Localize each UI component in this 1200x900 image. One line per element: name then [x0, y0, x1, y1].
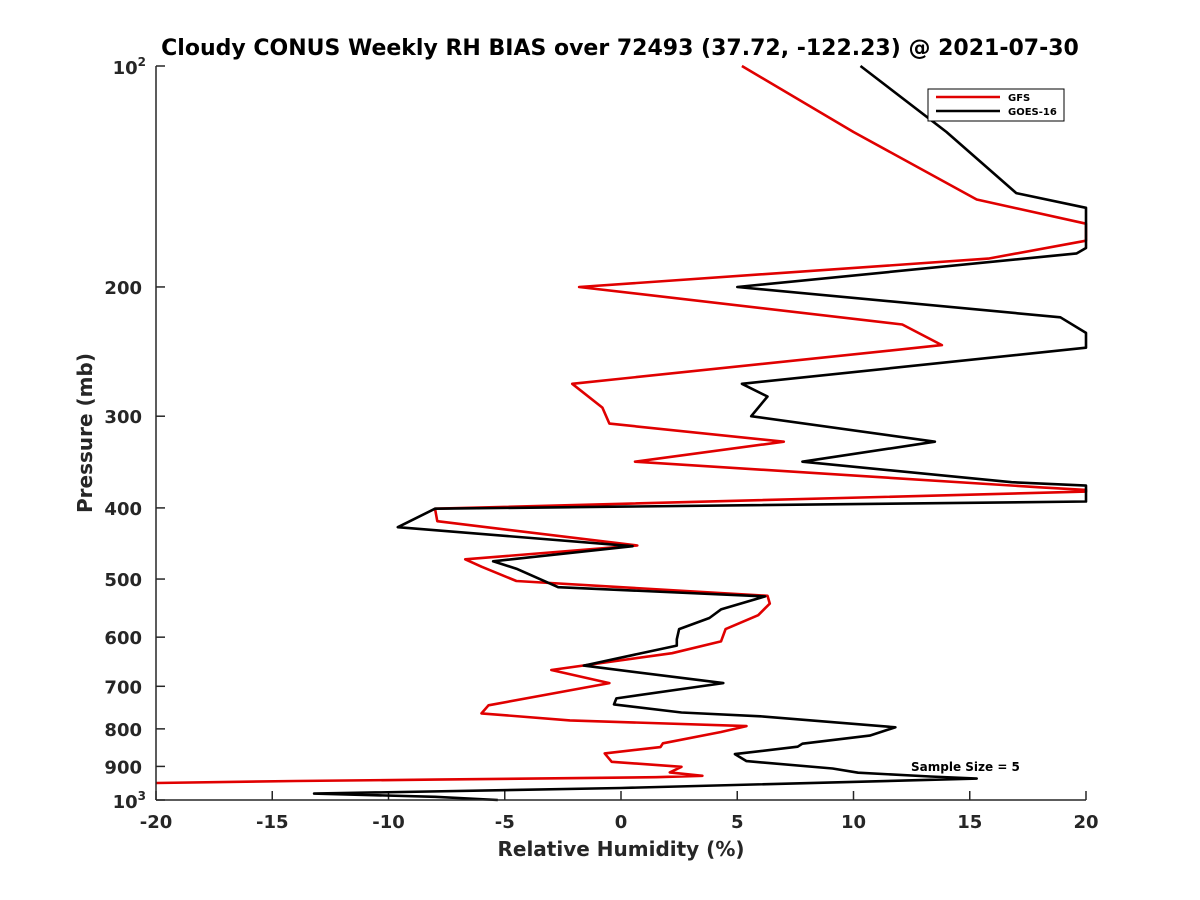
chart-title: Cloudy CONUS Weekly RH BIAS over 72493 (… — [161, 36, 1079, 61]
y-tick-label: 800 — [104, 720, 142, 741]
y-axis: 102 200 300 400 500 600 700 800 900 103 — [104, 55, 165, 813]
x-tick-label: -20 — [140, 812, 173, 833]
y-tick-label: 200 — [104, 278, 142, 299]
x-axis-label: Relative Humidity (%) — [497, 837, 744, 861]
y-axis-label: Pressure (mb) — [73, 353, 97, 513]
series-line-gfs — [155, 64, 1088, 785]
y-tick-label: 400 — [104, 499, 142, 520]
legend-label-gfs: GFS — [1008, 93, 1030, 104]
y-tick-label: 103 — [113, 789, 146, 813]
plot-area — [156, 66, 1086, 800]
series-line-goes16 — [312, 64, 1088, 802]
sample-size-annotation: Sample Size = 5 — [911, 760, 1020, 774]
y-tick-label: 500 — [104, 570, 142, 591]
x-tick-label: -15 — [256, 812, 289, 833]
legend-box — [927, 88, 1065, 122]
x-tick-label: -10 — [372, 812, 405, 833]
y-tick-label: 700 — [104, 677, 142, 698]
x-tick-label: 10 — [841, 812, 866, 833]
legend-label-goes16: GOES-16 — [1008, 107, 1057, 118]
x-axis: -20 -15 -10 -5 0 5 10 15 20 — [140, 791, 1099, 833]
x-tick-label: -5 — [495, 812, 515, 833]
x-tick-label: 5 — [731, 812, 744, 833]
series-layer — [155, 64, 1088, 802]
y-tick-label: 900 — [104, 757, 142, 778]
legend: GFS GOES-16 — [927, 88, 1065, 122]
x-tick-label: 15 — [957, 812, 982, 833]
y-tick-label: 600 — [104, 628, 142, 649]
x-tick-label: 0 — [615, 812, 628, 833]
y-tick-label: 300 — [104, 407, 142, 428]
y-tick-label: 102 — [113, 55, 146, 79]
x-tick-label: 20 — [1073, 812, 1098, 833]
